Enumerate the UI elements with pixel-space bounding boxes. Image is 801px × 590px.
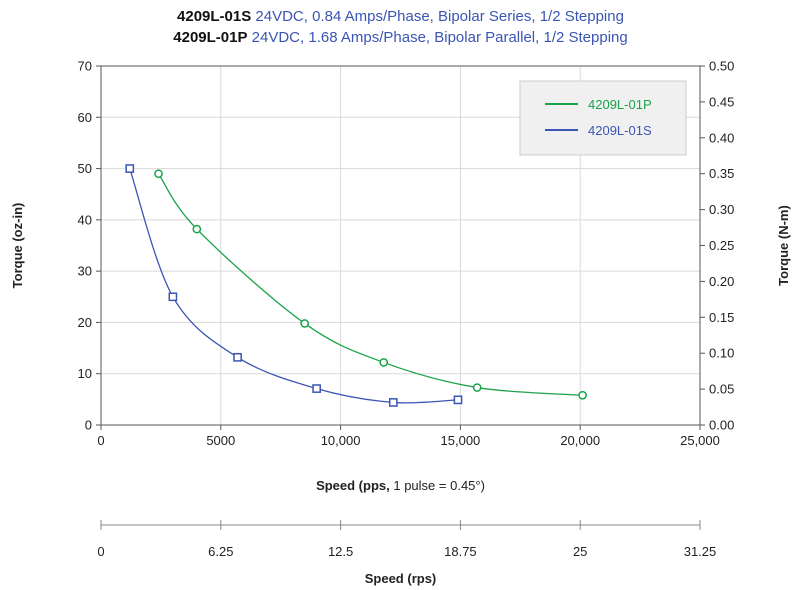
data-point [168,292,178,302]
x-tick-label: 20,000 [560,433,600,448]
legend-label-4209l-01s: 4209L-01S [588,123,652,138]
data-point [300,319,310,328]
series-layer [125,164,587,407]
data-point [125,164,135,173]
secondary-rps-axis: 0 6.25 12.5 18.75 25 31.25 [97,520,716,559]
y2-tick-label: 0.45 [709,94,734,109]
rps-tick-label: 31.25 [684,544,717,559]
data-point [154,169,163,179]
title-line-parallel: 4209L-01P 24VDC, 1.68 Amps/Phase, Bipola… [0,27,801,48]
y-tick-label: 70 [78,59,92,74]
legend-box [519,80,687,156]
y-axis-label-left: Torque (oz-in) [10,203,25,289]
rps-tick-label: 18.75 [444,544,477,559]
y-tick-label: 10 [78,366,92,381]
data-point [233,352,242,362]
data-point [379,358,389,367]
y2-tick-label: 0.50 [709,59,734,74]
rps-tick-label: 25 [573,544,587,559]
y-tick-label: 30 [78,264,92,279]
y-tick-label: 60 [78,110,92,125]
rps-tick-label: 6.25 [208,544,233,559]
rps-tick-label: 12.5 [328,544,353,559]
y-tick-label: 0 [85,418,92,433]
series-4209l-01p [154,169,587,400]
legend: 4209L-01P 4209L-01S [519,80,687,156]
y2-tick-label: 0.20 [709,274,734,289]
y-tick-label: 20 [78,315,92,330]
y2-tick-label: 0.00 [709,418,734,433]
x-tick-label: 15,000 [441,433,481,448]
y-axis-label-right: Torque (N-m) [776,205,791,286]
y-tick-label: 50 [78,161,92,176]
y2-tick-label: 0.35 [709,166,734,181]
title-model-s: 4209L-01S [177,8,252,25]
data-point [472,383,482,392]
title-desc-p: 24VDC, 1.68 Amps/Phase, Bipolar Parallel… [251,29,628,46]
y2-tick-label: 0.15 [709,310,734,325]
y2-tick-label: 0.30 [709,202,734,217]
y2-tick-label: 0.10 [709,346,734,361]
data-point [453,395,463,405]
y2-tick-label: 0.25 [709,238,734,253]
data-point [578,390,587,400]
x-axis-label: Speed (pps, 1 pulse = 0.45°) [316,478,485,493]
y2-tick-label: 0.40 [709,130,734,145]
rps-axis-label: Speed (rps) [365,571,437,586]
x-axis-label-bold: Speed (pps, [316,478,390,493]
x-tick-label: 25,000 [680,433,720,448]
x-tick-label: 5000 [206,433,235,448]
series-line-4209l-01s [129,168,459,404]
data-point [192,224,202,234]
rps-tick-label: 0 [97,544,104,559]
axis-ticks: 0 5000 10,000 15,000 20,000 25,000 0 10 20 30 40 50… [78,59,735,449]
x-tick-label: 10,000 [321,433,361,448]
x-tick-label: 0 [97,433,104,448]
title-desc-s: 24VDC, 0.84 Amps/Phase, Bipolar Series, … [255,8,624,25]
y-tick-label: 40 [78,212,92,227]
series-4209l-01s [125,164,463,407]
title-line-series: 4209L-01S 24VDC, 0.84 Amps/Phase, Bipola… [0,6,801,27]
legend-label-4209l-01p: 4209L-01P [588,97,652,112]
title-model-p: 4209L-01P [173,29,248,46]
chart-title: 4209L-01S 24VDC, 0.84 Amps/Phase, Bipola… [0,6,801,48]
series-line-4209l-01p [157,173,583,396]
x-axis-label-rest: 1 pulse = 0.45°) [390,478,485,493]
y2-tick-label: 0.05 [709,382,734,397]
data-point [388,398,398,407]
data-point [312,384,321,393]
